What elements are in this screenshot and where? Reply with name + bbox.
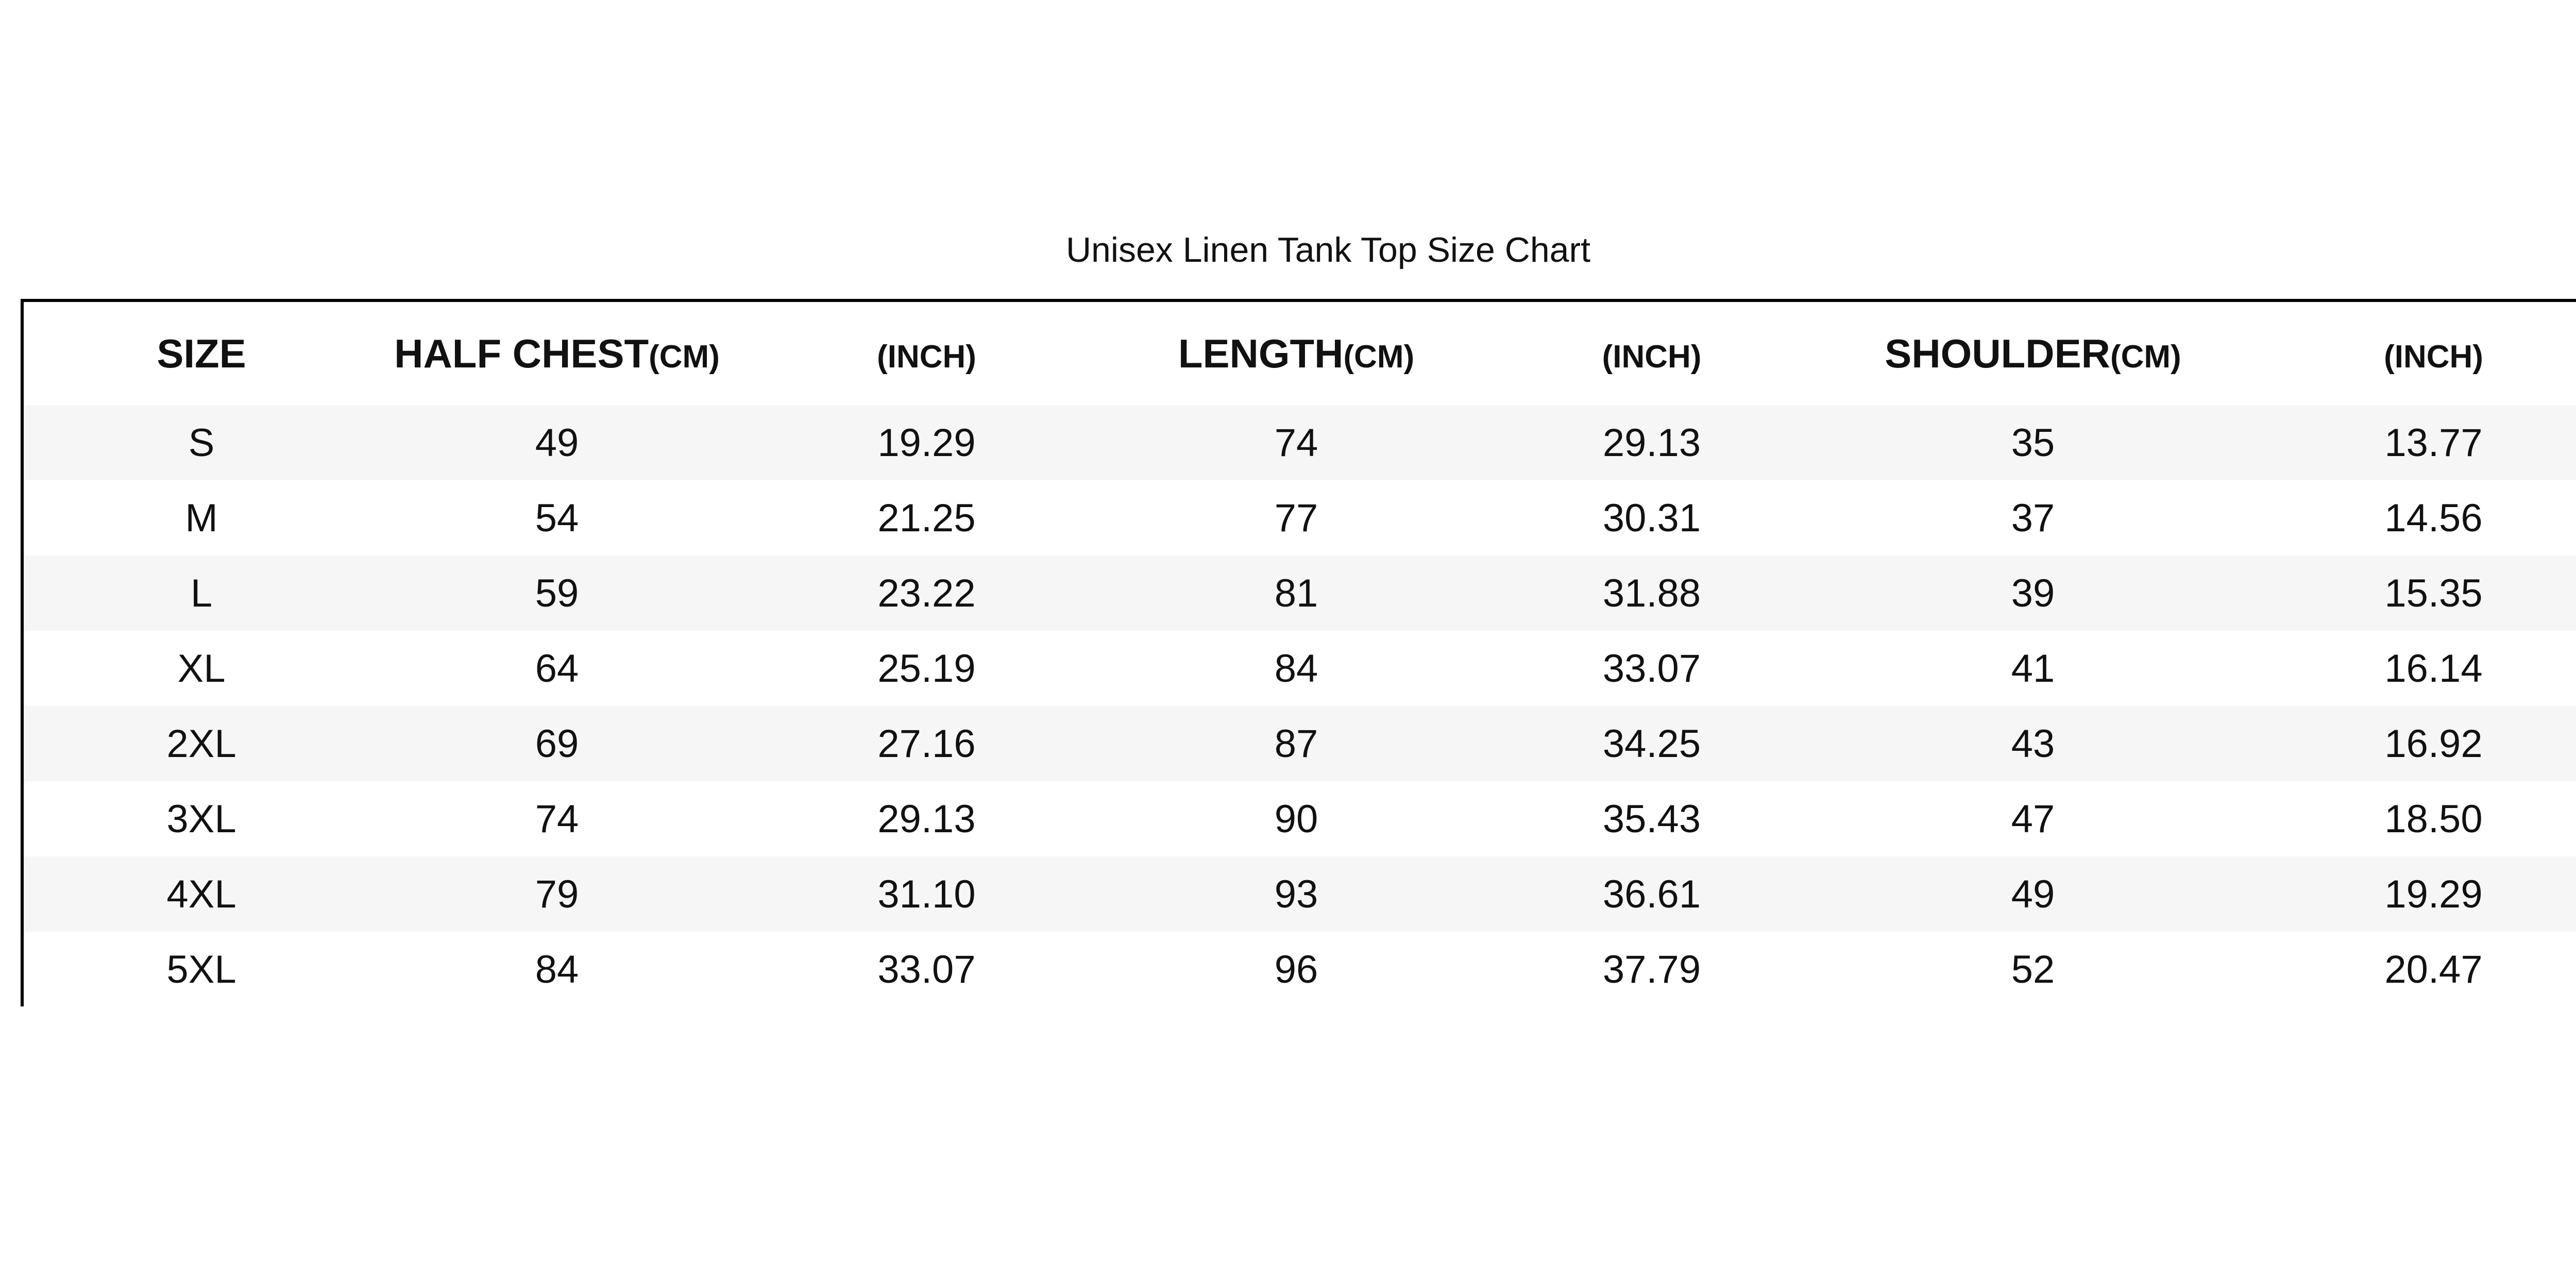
- table-cell: 49: [1829, 856, 2236, 932]
- table-cell: 30.31: [1474, 480, 1829, 556]
- column-header-unit: (INCH): [2384, 339, 2483, 375]
- table-cell: 21.25: [735, 480, 1118, 556]
- column-header-unit: (INCH): [1602, 339, 1702, 375]
- table-cell: 54: [379, 480, 735, 556]
- column-header-unit: (CM): [2110, 339, 2181, 375]
- column-header-shoulder-cm: SHOULDER(CM): [1829, 302, 2236, 405]
- table-cell: 18.50: [2236, 781, 2576, 856]
- size-chart-table: SIZE HALF CHEST(CM) (INCH) LENGTH(CM) (I…: [24, 302, 2576, 1007]
- column-header-half-chest-inch: (INCH): [735, 302, 1118, 405]
- size-chart-body: S 49 19.29 74 29.13 35 13.77 M 54 21.25 …: [24, 405, 2576, 1007]
- table-row: 2XL 69 27.16 87 34.25 43 16.92: [24, 706, 2576, 781]
- table-row: S 49 19.29 74 29.13 35 13.77: [24, 405, 2576, 480]
- table-cell: 23.22: [735, 556, 1118, 631]
- table-cell: 49: [379, 405, 735, 480]
- table-cell: 84: [1118, 631, 1474, 706]
- table-cell-size: L: [24, 556, 379, 631]
- table-row: XL 64 25.19 84 33.07 41 16.14: [24, 631, 2576, 706]
- table-cell: 35: [1829, 405, 2236, 480]
- table-cell: 93: [1118, 856, 1474, 932]
- column-header-size: SIZE: [24, 302, 379, 405]
- table-cell: 15.35: [2236, 556, 2576, 631]
- column-header-label: SIZE: [157, 330, 246, 376]
- table-cell: 37.79: [1474, 932, 1829, 1007]
- table-cell: 37: [1829, 480, 2236, 556]
- table-cell: 16.92: [2236, 706, 2576, 781]
- table-cell: 27.16: [735, 706, 1118, 781]
- table-cell: 59: [379, 556, 735, 631]
- table-cell: 35.43: [1474, 781, 1829, 856]
- table-cell-size: 5XL: [24, 932, 379, 1007]
- column-header-length-cm: LENGTH(CM): [1118, 302, 1474, 405]
- table-cell-size: XL: [24, 631, 379, 706]
- column-header-unit: (CM): [649, 339, 720, 375]
- table-cell: 13.77: [2236, 405, 2576, 480]
- table-cell-size: 3XL: [24, 781, 379, 856]
- column-header-label: LENGTH: [1178, 330, 1344, 376]
- table-cell: 81: [1118, 556, 1474, 631]
- table-cell: 36.61: [1474, 856, 1829, 932]
- table-cell: 14.56: [2236, 480, 2576, 556]
- header-row: SIZE HALF CHEST(CM) (INCH) LENGTH(CM) (I…: [24, 302, 2576, 405]
- table-cell: 16.14: [2236, 631, 2576, 706]
- column-header-half-chest-cm: HALF CHEST(CM): [379, 302, 735, 405]
- table-cell: 41: [1829, 631, 2236, 706]
- table-cell: 90: [1118, 781, 1474, 856]
- table-cell: 31.10: [735, 856, 1118, 932]
- table-cell-size: 2XL: [24, 706, 379, 781]
- table-cell: 84: [379, 932, 735, 1007]
- table-cell: 96: [1118, 932, 1474, 1007]
- table-cell: 77: [1118, 480, 1474, 556]
- table-cell: 34.25: [1474, 706, 1829, 781]
- table-cell: 47: [1829, 781, 2236, 856]
- table-cell-size: S: [24, 405, 379, 480]
- table-cell-size: 4XL: [24, 856, 379, 932]
- column-header-shoulder-inch: (INCH): [2236, 302, 2576, 405]
- size-chart-frame: SIZE HALF CHEST(CM) (INCH) LENGTH(CM) (I…: [21, 299, 2576, 1007]
- table-cell: 20.47: [2236, 932, 2576, 1007]
- table-cell: 79: [379, 856, 735, 932]
- table-cell: 29.13: [735, 781, 1118, 856]
- table-cell: 74: [1118, 405, 1474, 480]
- column-header-unit: (INCH): [877, 339, 976, 375]
- table-row: L 59 23.22 81 31.88 39 15.35: [24, 556, 2576, 631]
- table-cell: 19.29: [735, 405, 1118, 480]
- table-cell: 52: [1829, 932, 2236, 1007]
- table-cell: 33.07: [735, 932, 1118, 1007]
- table-cell: 39: [1829, 556, 2236, 631]
- table-row: 3XL 74 29.13 90 35.43 47 18.50: [24, 781, 2576, 856]
- table-cell: 29.13: [1474, 405, 1829, 480]
- chart-title: Unisex Linen Tank Top Size Chart: [1065, 230, 1591, 270]
- table-cell: 64: [379, 631, 735, 706]
- table-cell: 25.19: [735, 631, 1118, 706]
- table-cell: 87: [1118, 706, 1474, 781]
- column-header-label: SHOULDER: [1885, 330, 2110, 376]
- table-cell: 19.29: [2236, 856, 2576, 932]
- column-header-label: HALF CHEST: [394, 330, 649, 376]
- table-cell: 43: [1829, 706, 2236, 781]
- table-cell: 31.88: [1474, 556, 1829, 631]
- table-cell: 69: [379, 706, 735, 781]
- column-header-unit: (CM): [1343, 339, 1415, 375]
- table-cell: 74: [379, 781, 735, 856]
- table-cell: 33.07: [1474, 631, 1829, 706]
- column-header-length-inch: (INCH): [1474, 302, 1829, 405]
- table-row: M 54 21.25 77 30.31 37 14.56: [24, 480, 2576, 556]
- table-cell-size: M: [24, 480, 379, 556]
- table-row: 5XL 84 33.07 96 37.79 52 20.47: [24, 932, 2576, 1007]
- table-row: 4XL 79 31.10 93 36.61 49 19.29: [24, 856, 2576, 932]
